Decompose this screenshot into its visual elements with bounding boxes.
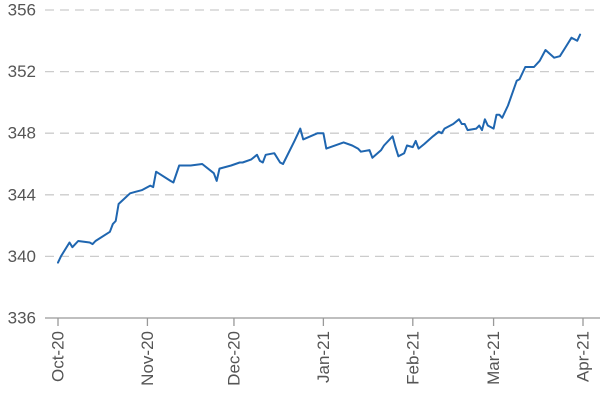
x-tick-label: Oct-20 [49,331,68,382]
x-tick-label: Dec-20 [224,331,243,386]
x-tick-label: Nov-20 [138,331,157,386]
y-axis-ticks: 336 340 344 348 352 356 [8,1,36,328]
x-tick-label: Apr-21 [574,331,593,382]
y-tick-label: 348 [8,124,36,143]
x-tick-label: Feb-21 [403,331,422,385]
series-line [57,33,582,264]
y-tick-label: 352 [8,62,36,81]
y-tick-label: 344 [8,185,36,204]
x-axis-ticks: Oct-20 Nov-20 Dec-20 Jan-21 Feb-21 Mar-21 Apr-… [49,318,593,386]
x-tick-label: Jan-21 [314,331,333,383]
y-tick-label: 340 [8,247,36,266]
y-tick-label: 336 [8,309,36,328]
y-tick-label: 356 [8,1,36,20]
x-tick-label: Mar-21 [484,331,503,385]
series-layer [57,33,582,264]
